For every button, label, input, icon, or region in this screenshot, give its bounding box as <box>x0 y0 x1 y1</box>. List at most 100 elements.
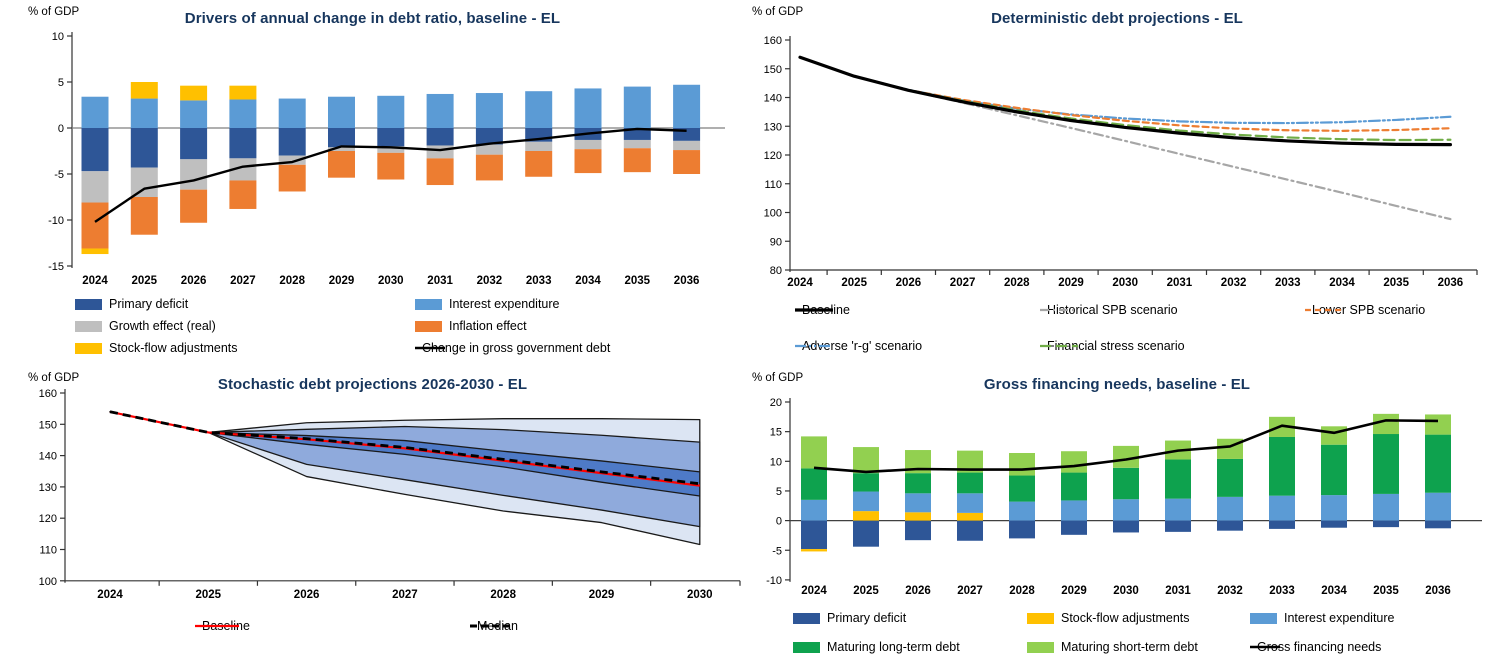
stochastic-fan-chart: 160 150 140 130 120 110 100 2024 2025 2026 2027 202… <box>39 388 741 601</box>
swatch-growth-effect <box>75 320 102 332</box>
swatch-maturing-short-term <box>1027 641 1054 653</box>
svg-text:120: 120 <box>39 513 57 525</box>
svg-text:2031: 2031 <box>1167 277 1193 289</box>
unit-label: % of GDP <box>752 6 804 18</box>
swatch-maturing-long-term <box>793 641 820 653</box>
svg-text:2036: 2036 <box>674 275 700 287</box>
svg-text:100: 100 <box>39 576 57 588</box>
svg-text:2032: 2032 <box>477 275 503 287</box>
legend-item-inflation-effect: Inflation effect <box>415 318 527 334</box>
chart-title-deterministic: Deterministic debt projections - EL <box>991 10 1243 27</box>
svg-text:0: 0 <box>776 516 782 528</box>
svg-text:140: 140 <box>764 93 782 105</box>
legend-label: Interest expenditure <box>449 297 560 311</box>
swatch-inflation-effect <box>415 320 442 332</box>
svg-text:110: 110 <box>764 179 782 191</box>
svg-text:2024: 2024 <box>97 589 123 601</box>
svg-text:2033: 2033 <box>526 275 552 287</box>
svg-text:2027: 2027 <box>950 277 976 289</box>
legend-item-baseline: Baseline <box>795 302 850 318</box>
svg-text:80: 80 <box>770 265 782 277</box>
legend-label: Growth effect (real) <box>109 319 216 333</box>
svg-text:2032: 2032 <box>1217 585 1243 597</box>
svg-text:5: 5 <box>58 77 64 89</box>
svg-text:10: 10 <box>52 31 64 43</box>
legend-item-primary-deficit: Primary deficit <box>75 296 188 312</box>
svg-text:2028: 2028 <box>279 275 305 287</box>
svg-text:-15: -15 <box>48 261 64 273</box>
svg-text:2024: 2024 <box>82 275 108 287</box>
legend-item-maturing-short-term: Maturing short-term debt <box>1027 639 1198 655</box>
swatch-stock-flow <box>75 342 102 354</box>
svg-text:2034: 2034 <box>575 275 601 287</box>
svg-text:5: 5 <box>776 486 782 498</box>
svg-text:-10: -10 <box>766 575 782 587</box>
svg-text:2024: 2024 <box>801 585 827 597</box>
svg-text:2030: 2030 <box>1112 277 1138 289</box>
panel-deterministic-projections: % of GDP Deterministic debt projections … <box>745 0 1489 370</box>
legend-item-interest-expenditure: Interest expenditure <box>415 296 560 312</box>
legend-label: Historical SPB scenario <box>1047 303 1178 317</box>
legend-item-adverse-rg: Adverse 'r-g' scenario <box>795 338 922 354</box>
legend-item-financial-stress: Financial stress scenario <box>1040 338 1185 354</box>
svg-text:2034: 2034 <box>1321 585 1347 597</box>
svg-text:2029: 2029 <box>589 589 615 601</box>
legend-label: Inflation effect <box>449 319 527 333</box>
svg-text:160: 160 <box>764 35 782 47</box>
svg-text:2027: 2027 <box>392 589 418 601</box>
legend-item-baseline: Baseline <box>195 618 250 634</box>
legend-label: Stock-flow adjustments <box>109 341 238 355</box>
legend-label: Interest expenditure <box>1284 611 1395 625</box>
deterministic-line-chart: 160 150 140 130 120 110 100 90 80 2024 2025 2026 202… <box>764 35 1478 289</box>
svg-text:2025: 2025 <box>132 275 158 287</box>
svg-text:2029: 2029 <box>1061 585 1087 597</box>
panel-drivers-of-change: % of GDP Drivers of annual change in deb… <box>0 0 745 370</box>
legend-item-stock-flow: Stock-flow adjustments <box>1027 610 1190 626</box>
svg-text:160: 160 <box>39 388 57 400</box>
svg-text:-5: -5 <box>54 169 64 181</box>
chart-title-stochastic: Stochastic debt projections 2026-2030 - … <box>217 376 528 393</box>
legend-label: Primary deficit <box>827 611 907 625</box>
svg-text:2030: 2030 <box>1113 585 1139 597</box>
svg-text:2033: 2033 <box>1269 585 1295 597</box>
svg-text:90: 90 <box>770 236 782 248</box>
svg-text:0: 0 <box>58 123 64 135</box>
panel-stochastic-projections: % of GDP Stochastic debt projections 202… <box>0 370 745 668</box>
legend-item-maturing-long-term: Maturing long-term debt <box>793 639 960 655</box>
svg-text:2029: 2029 <box>1058 277 1084 289</box>
svg-text:2036: 2036 <box>1425 585 1451 597</box>
svg-text:2025: 2025 <box>853 585 879 597</box>
swatch-interest-expenditure <box>415 298 442 310</box>
svg-text:10: 10 <box>770 456 782 468</box>
legend-label: Maturing short-term debt <box>1061 640 1198 654</box>
svg-text:150: 150 <box>39 419 57 431</box>
legend-label: Gross financing needs <box>1257 640 1382 654</box>
svg-text:2026: 2026 <box>294 589 320 601</box>
svg-text:150: 150 <box>764 64 782 76</box>
svg-text:2031: 2031 <box>1165 585 1191 597</box>
unit-label: % of GDP <box>28 6 80 18</box>
svg-text:2026: 2026 <box>905 585 931 597</box>
svg-text:130: 130 <box>39 482 57 494</box>
legend-label: Stock-flow adjustments <box>1061 611 1190 625</box>
svg-text:100: 100 <box>764 208 782 220</box>
swatch-stock-flow <box>1027 612 1054 624</box>
legend-label: Primary deficit <box>109 297 189 311</box>
svg-text:2027: 2027 <box>957 585 983 597</box>
swatch-primary-deficit <box>75 298 102 310</box>
gfn-stacked-bar-chart: 20 15 10 5 0 -5 -10 2024 2025 2026 2027 2028 2029 203… <box>766 397 1482 597</box>
svg-text:15: 15 <box>770 427 782 439</box>
legend-item-median: Median <box>470 618 518 634</box>
svg-text:130: 130 <box>764 121 782 133</box>
swatch-interest-expenditure <box>1250 612 1277 624</box>
panel-gross-financing-needs: % of GDP Gross financing needs, baseline… <box>745 370 1489 668</box>
legend-item-gfn-line: Gross financing needs <box>1250 639 1381 655</box>
svg-text:2028: 2028 <box>1004 277 1030 289</box>
svg-text:2036: 2036 <box>1438 277 1464 289</box>
svg-text:2035: 2035 <box>1373 585 1399 597</box>
svg-text:2024: 2024 <box>787 277 813 289</box>
chart-title-gfn: Gross financing needs, baseline - EL <box>983 376 1251 393</box>
legend-item-growth-effect: Growth effect (real) <box>75 318 216 334</box>
svg-text:2026: 2026 <box>181 275 207 287</box>
